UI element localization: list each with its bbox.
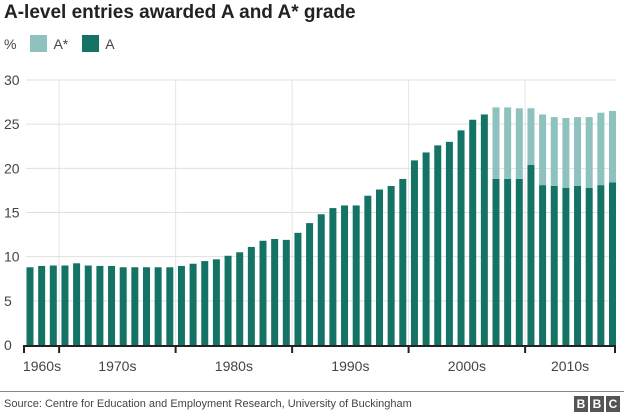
bar-a-1969 xyxy=(49,265,57,345)
legend-item-a-star: A* xyxy=(30,35,68,52)
y-tick-label: 30 xyxy=(4,72,20,88)
bar-a-star-2011 xyxy=(539,114,547,186)
bar-a-2000 xyxy=(410,160,418,345)
bar-a-2004 xyxy=(457,130,465,345)
bar-a-2014 xyxy=(574,186,582,345)
bar-a-1977 xyxy=(143,267,150,345)
x-tick-label: 1990s xyxy=(331,358,369,374)
legend-label-a-star: A* xyxy=(53,35,69,52)
footer-divider xyxy=(0,391,624,392)
bar-a-star-2016 xyxy=(597,112,605,186)
bar-chart: 0 5 10 15 20 25 30 1960s 1970s 1980s 1990s 2000s 201… xyxy=(4,72,616,374)
bar-a-1999 xyxy=(399,178,407,345)
bar-a-star-2014 xyxy=(574,117,582,186)
y-tick-label: 20 xyxy=(4,160,20,176)
legend-swatch-a xyxy=(82,35,100,52)
bar-a-1978 xyxy=(154,267,162,345)
bar-a-1967 xyxy=(26,267,34,345)
bbc-logo-letter: B xyxy=(590,396,604,412)
x-tick-label: 2000s xyxy=(448,358,486,374)
bar-a-1991 xyxy=(306,223,314,345)
legend-label-a: A xyxy=(105,35,115,52)
y-tick-label: 0 xyxy=(4,337,12,353)
bar-a-1996 xyxy=(364,195,372,345)
bar-a-2007 xyxy=(492,178,500,345)
bar-a-1994 xyxy=(341,205,349,345)
bar-a-1973 xyxy=(96,265,104,345)
bar-a-1997 xyxy=(376,189,383,345)
bar-a-2017 xyxy=(609,182,616,345)
bar-a-1985 xyxy=(236,252,244,345)
bar-a-1987 xyxy=(259,240,267,345)
bar-a-2002 xyxy=(434,145,442,345)
bar-a-2011 xyxy=(539,185,547,345)
bar-a-star-2009 xyxy=(515,108,523,179)
bar-a-1970 xyxy=(61,265,69,345)
bar-a-1981 xyxy=(189,263,197,345)
bar-a-1984 xyxy=(224,255,232,345)
bar-a-1990 xyxy=(294,232,302,345)
x-tick-label: 1970s xyxy=(98,358,136,374)
bbc-logo-letter: C xyxy=(606,396,620,412)
x-tick-label: 2010s xyxy=(551,358,589,374)
bar-a-star-2015 xyxy=(585,117,593,188)
bar-a-1968 xyxy=(38,265,46,345)
y-tick-label: 10 xyxy=(4,249,20,265)
bar-a-1976 xyxy=(131,267,139,345)
y-tick-label: 15 xyxy=(4,205,20,221)
bbc-logo: B B C xyxy=(574,396,620,412)
bar-a-1972 xyxy=(84,265,92,345)
bar-a-1979 xyxy=(166,267,174,345)
bar-a-1980 xyxy=(177,265,185,345)
legend-swatch-a-star xyxy=(30,35,48,52)
legend-item-a: A xyxy=(82,35,115,52)
y-tick-label: 5 xyxy=(4,293,12,309)
source-note: Source: Centre for Education and Employm… xyxy=(4,398,412,410)
bar-a-2008 xyxy=(504,178,512,345)
bar-a-2003 xyxy=(445,141,453,345)
y-unit-label: % xyxy=(4,35,17,52)
x-tick-label: 1980s xyxy=(215,358,253,374)
bbc-logo-letter: B xyxy=(574,396,588,412)
bar-a-1988 xyxy=(271,239,279,345)
bar-a-1983 xyxy=(212,259,220,345)
chart-title: A-level entries awarded A and A* grade xyxy=(4,2,356,23)
bar-a-1993 xyxy=(329,208,337,345)
bar-a-1974 xyxy=(108,265,116,345)
bar-a-star-2007 xyxy=(492,107,500,179)
bar-a-2005 xyxy=(469,119,477,345)
bar-a-2006 xyxy=(480,114,488,345)
bar-a-star-2017 xyxy=(609,110,616,183)
bar-a-1971 xyxy=(73,263,81,345)
y-tick-label: 25 xyxy=(4,116,20,132)
bar-a-star-2012 xyxy=(550,117,558,186)
legend: % A* A xyxy=(4,35,129,52)
bar-a-2013 xyxy=(562,187,570,345)
bar-a-1998 xyxy=(387,186,395,345)
bar-a-2015 xyxy=(585,187,593,345)
bar-a-1992 xyxy=(317,214,325,345)
bar-a-1982 xyxy=(201,261,209,345)
bar-a-star-2008 xyxy=(504,107,512,179)
bar-a-1986 xyxy=(247,246,255,345)
bar-a-star-2013 xyxy=(562,117,570,188)
bar-a-1989 xyxy=(282,239,290,345)
bar-a-2009 xyxy=(515,178,523,345)
x-tick-label: 1960s xyxy=(23,358,61,374)
bar-a-1975 xyxy=(119,267,127,345)
bar-a-star-2010 xyxy=(527,108,535,165)
bar-a-2010 xyxy=(527,164,535,345)
bar-a-2016 xyxy=(597,185,605,345)
bar-a-2001 xyxy=(422,152,430,345)
bar-a-1995 xyxy=(352,205,360,345)
bar-a-2012 xyxy=(550,186,558,345)
